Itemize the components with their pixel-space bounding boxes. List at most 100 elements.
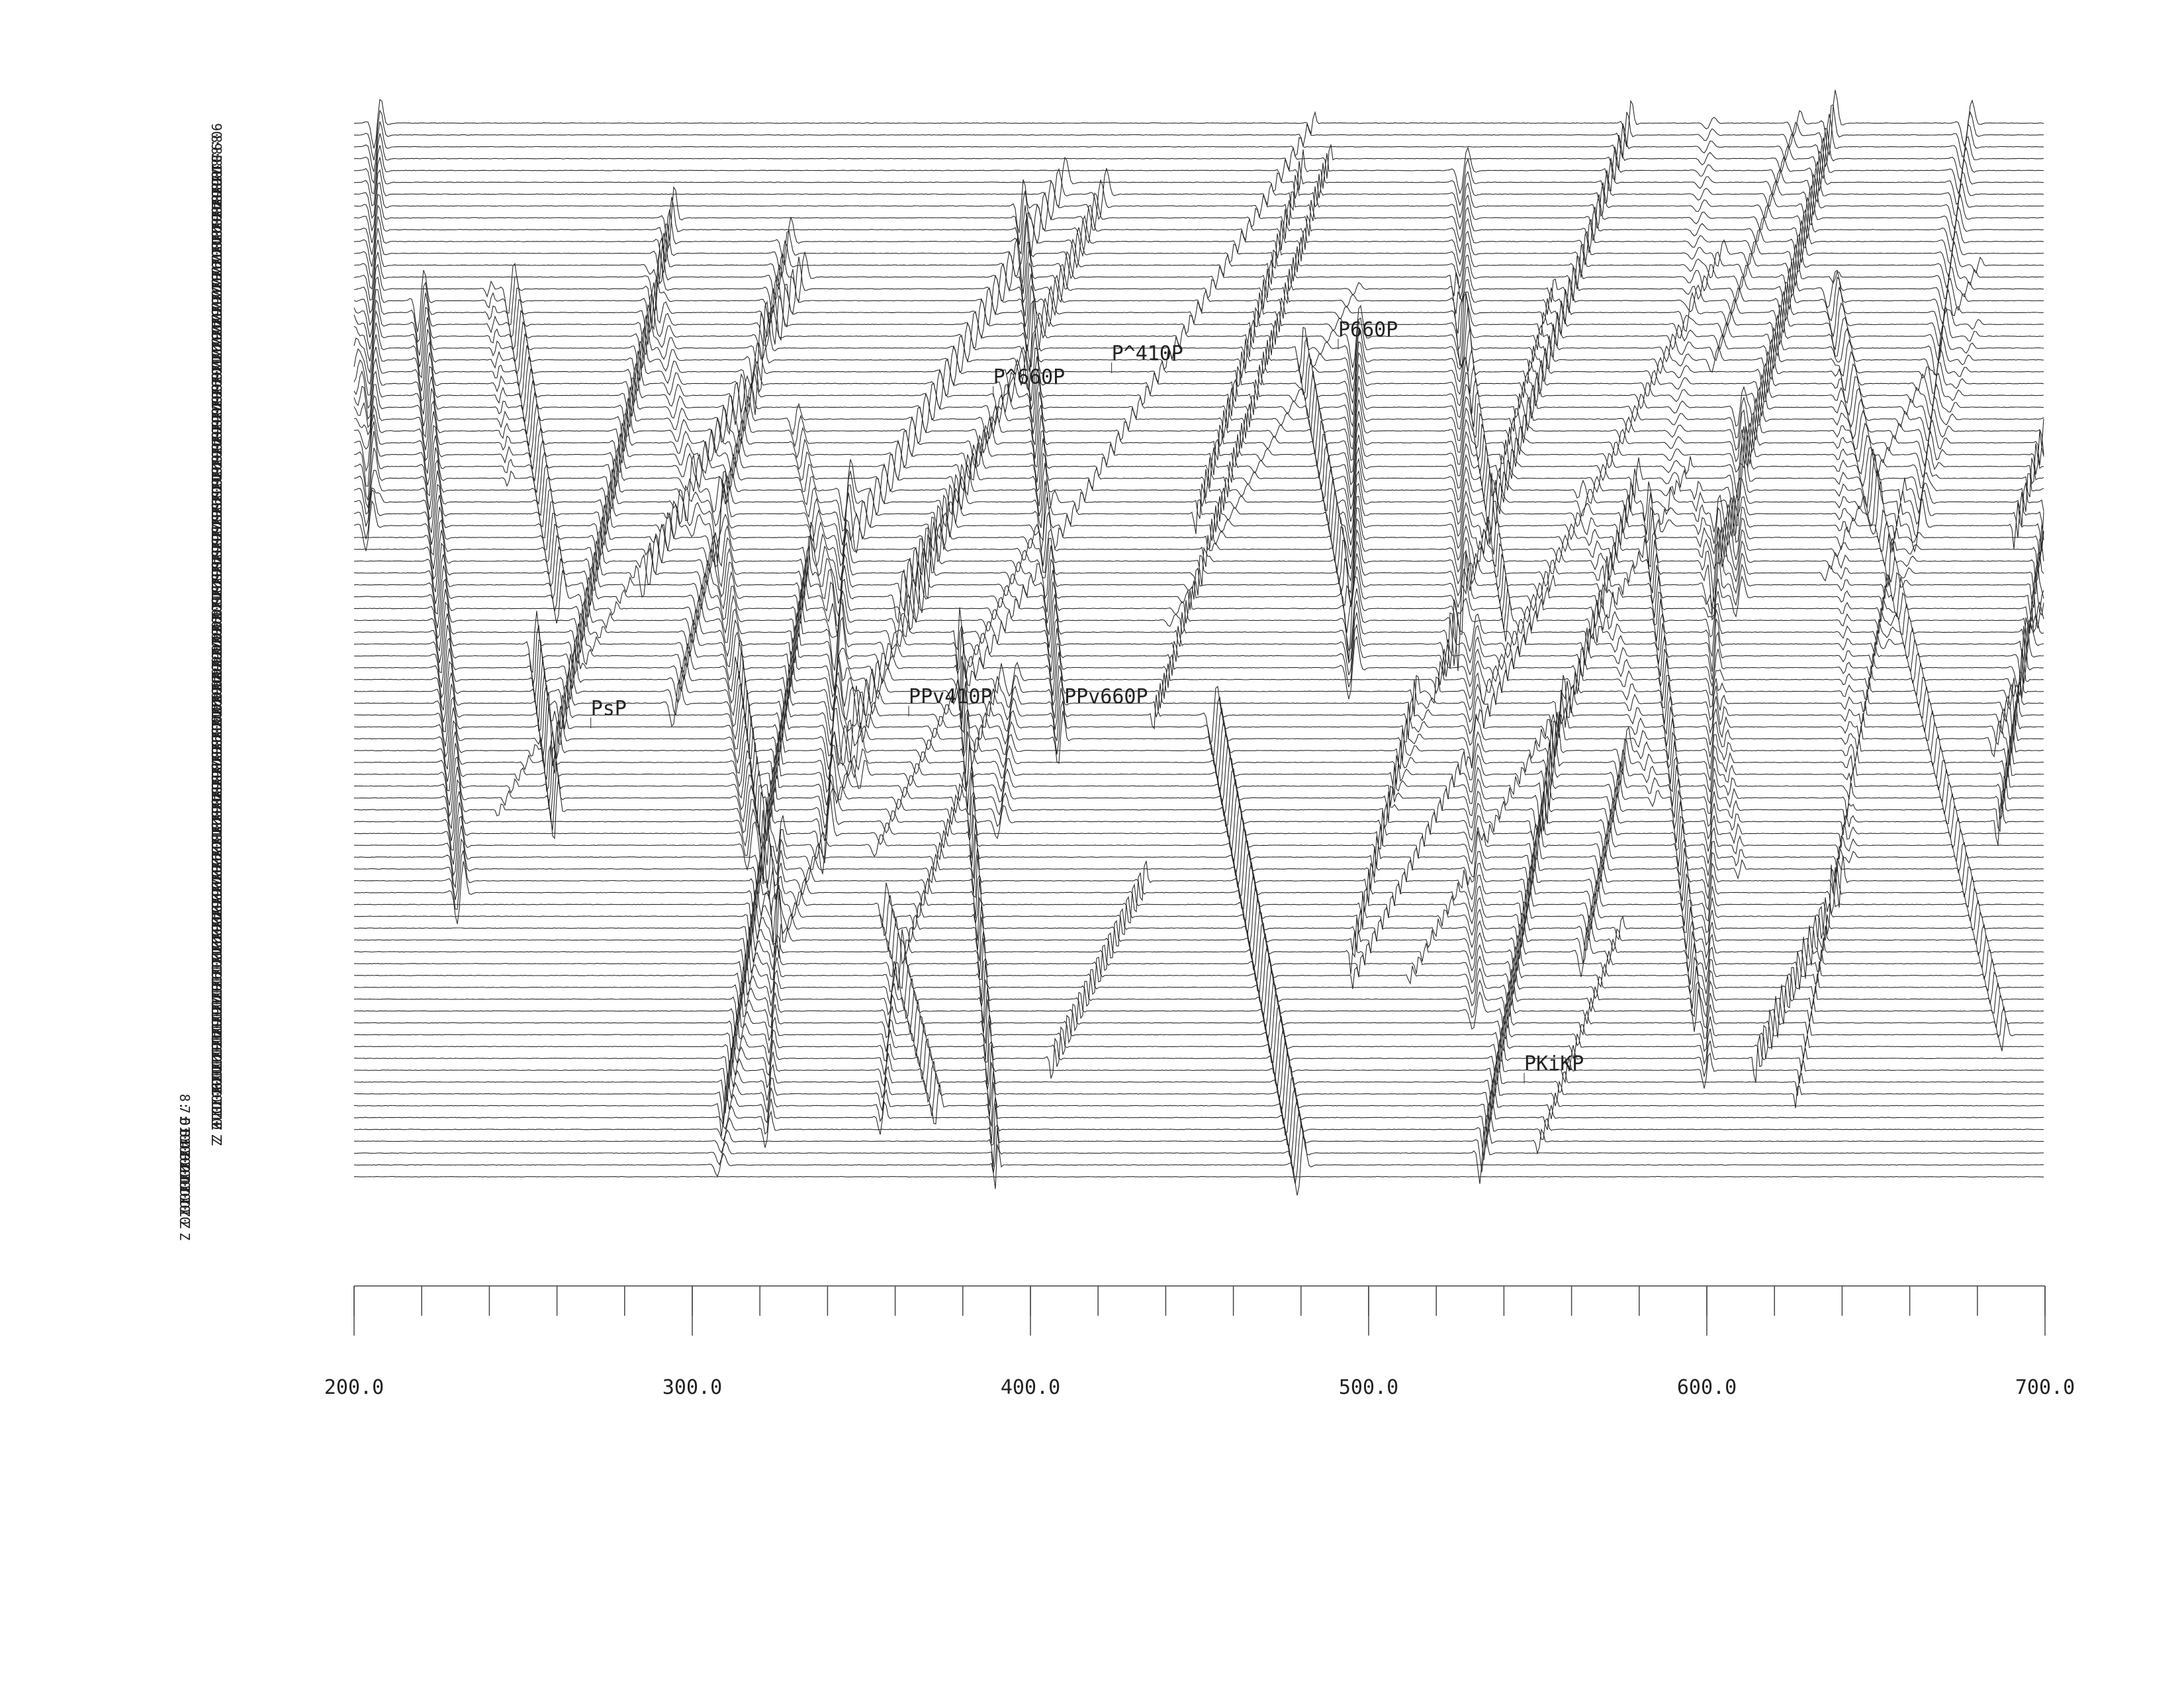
trace-label-35: 35: D10 Z [208,774,224,846]
trace-18 [353,944,2044,1006]
trace-27 [353,838,2044,901]
trace-label-25: 25: D10 Z [208,893,224,964]
trace-label-59: 59: D10 Z [208,490,224,562]
trace-label-55: 55: D10 Z [208,537,224,609]
x-tick-label: 700.0 [2015,1376,2075,1399]
trace-70 [353,312,2044,416]
trace-49 [353,569,2044,672]
trace-20 [354,922,2044,983]
trace-label-44: 44: D10 Z [208,668,224,739]
trace-89 [353,104,2044,167]
trace-41 [353,670,2044,739]
phase-pick-label-1: PPv410P [909,685,992,708]
trace-52 [353,526,2044,621]
trace-32 [353,776,2044,841]
trace-62 [353,421,2044,487]
trace-label-41: 41: D10 Z [208,703,224,774]
trace-label-64: 64: D10 Z [208,431,224,502]
trace-28 [353,825,2044,889]
x-axis: 200.0 300.0 400.0 500.0 600.0 700.0 [324,1285,2075,1399]
trace-61 [353,426,2044,502]
phase-pick-label-5: P660P [1338,318,1398,342]
trace-label-52: 52: D10 Z [208,573,224,645]
trace-label-8: 8: D10 Z [177,1094,193,1158]
trace-label-38: 38: D10 Z [208,739,224,810]
trace-label-23: 23: D10 Z [208,916,224,987]
trace-label-72: 72: D10 Z [208,336,224,408]
trace-68 [353,350,2044,417]
trace-9 [353,1051,2044,1114]
trace-53 [353,522,2044,602]
trace-label-28: 28: D10 Z [208,857,224,929]
phase-pick-label-2: PPv660P [1064,685,1148,708]
trace-48 [353,587,2044,666]
trace-35 [353,722,2044,824]
trace-label-57: 57: D10 Z [208,514,224,585]
trace-78 [353,232,2044,298]
trace-47 [354,599,2044,671]
trace-10 [353,1038,2044,1101]
trace-label-34: 34: D10 Z [208,786,224,858]
trace-81 [353,197,2044,263]
trace-label-20: 20: D10 Z [208,952,224,1023]
trace-15 [353,980,2044,1042]
trace-label-31: 31: D10 Z [208,821,224,893]
trace-82 [353,185,2044,250]
trace-label-49: 49: D10 Z [208,608,224,680]
trace-12 [353,1015,2044,1077]
trace-50 [353,552,2044,635]
trace-72 [353,293,2044,372]
trace-59 [353,443,2044,537]
trace-6 [353,1087,2044,1148]
x-tick-label: 200.0 [324,1376,384,1399]
trace-group [353,89,2044,1196]
trace-label-16: 16: D10 Z [208,999,224,1071]
trace-label-82: 82: D10 Z [208,218,224,289]
trace-label-51: 51: D10 Z [208,585,224,657]
trace-label-43: 43: D10 Z [208,680,224,751]
phase-pick-label-3: P^660P [993,366,1065,389]
phase-pick-label-4: P^410P [1112,342,1183,365]
trace-label-27: 27: D10 Z [208,869,224,940]
trace-14 [353,991,2044,1054]
trace-label-70: 70: D10 Z [208,360,224,432]
trace-5 [353,1099,2044,1162]
trace-24 [353,864,2044,942]
trace-85 [353,150,2044,216]
trace-label-90: 90: D10 Z [208,123,224,195]
x-tick-label: 600.0 [1677,1376,1737,1399]
trace-16 [353,968,2044,1030]
trace-label-17: 17: D10 Z [208,987,224,1059]
phase-pick-label-6: PKiKP [1524,1052,1584,1075]
trace-13 [353,1003,2044,1064]
trace-label-79: 79: D10 Z [208,253,224,325]
trace-87 [353,127,2044,191]
trace-label-67: 67: D10 Z [208,395,224,467]
trace-77 [353,238,2044,312]
trace-4 [353,1109,2044,1173]
trace-label-11: 11: D10 Z [208,1058,224,1130]
trace-34 [353,742,2044,832]
trace-label-7: 7: D10 Z [177,1106,193,1169]
trace-36 [354,721,2044,809]
trace-label-group: 1: D10 Z2: D10 Z3: D10 Z4: D10 Z5: D10 Z… [177,123,224,1240]
x-tick-label: 300.0 [662,1376,722,1399]
trace-64 [353,398,2044,465]
trace-label-30: 30: D10 Z [208,833,224,905]
trace-label-60: 60: D10 Z [208,479,224,550]
trace-label-85: 85: D10 Z [208,182,224,253]
trace-83 [353,173,2044,239]
trace-55 [353,504,2044,571]
trace-label-89: 89: D10 Z [208,135,224,206]
trace-44 [353,625,2044,701]
trace-57 [353,471,2044,559]
trace-label-63: 63: D10 Z [208,443,224,514]
trace-21 [353,911,2044,971]
trace-3 [354,1122,2044,1185]
trace-56 [353,482,2044,568]
trace-label-47: 47: D10 Z [208,632,224,704]
trace-30 [353,792,2044,885]
trace-88 [354,113,2044,179]
trace-label-83: 83: D10 Z [208,206,224,277]
